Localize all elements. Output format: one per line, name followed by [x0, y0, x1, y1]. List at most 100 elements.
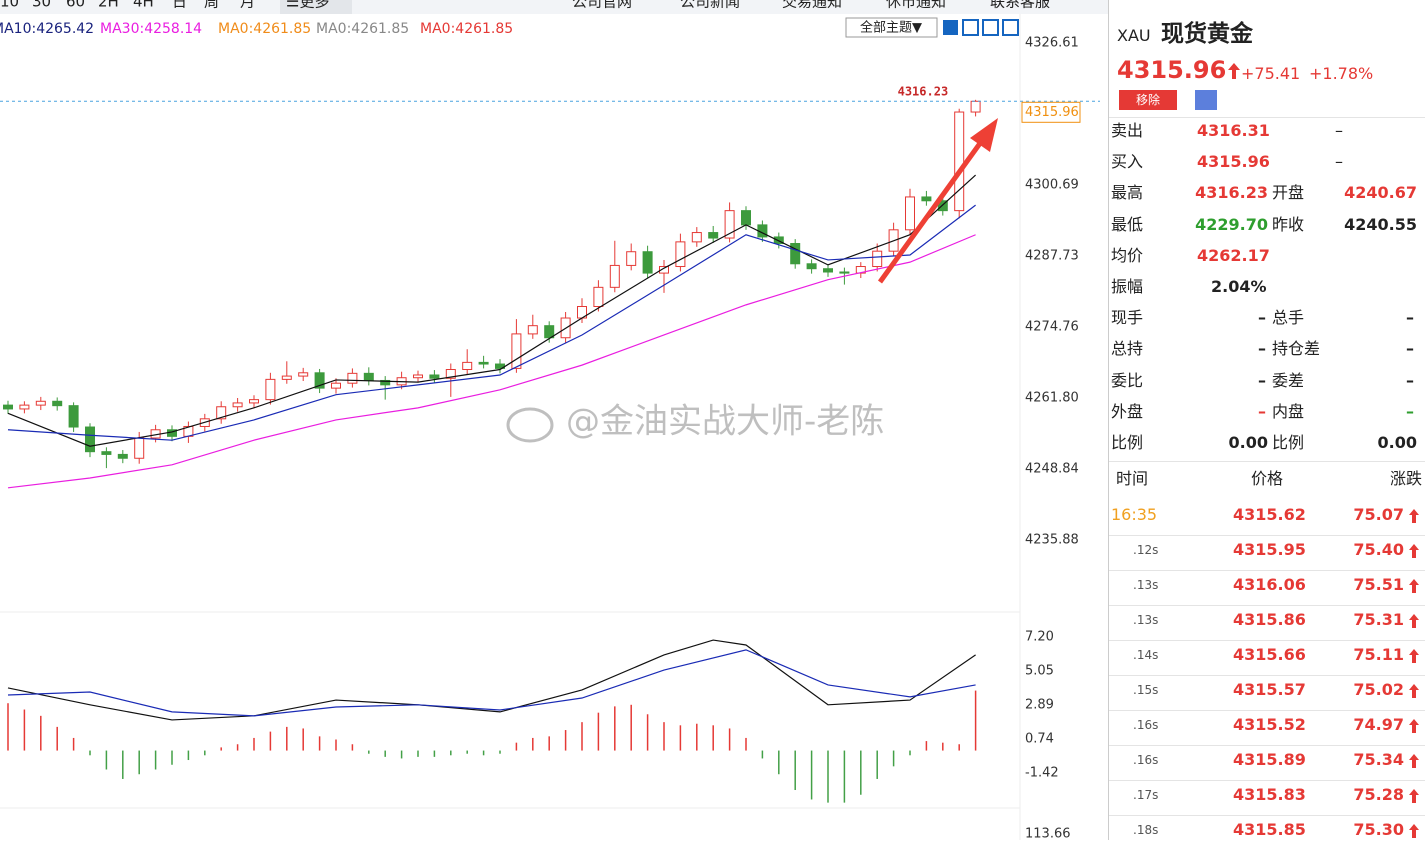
candle-body	[609, 264, 620, 288]
stat-label: 最高	[1111, 183, 1144, 203]
stat-value: –	[1258, 308, 1266, 328]
trade-time: .13s	[1133, 578, 1159, 592]
stat-value: –	[1258, 370, 1266, 390]
trade-time: .17s	[1133, 788, 1159, 802]
candle-body	[134, 437, 145, 459]
period-tab[interactable]: 4H	[133, 0, 154, 11]
trade-change: 75.40	[1353, 540, 1404, 559]
tool-icon[interactable]	[943, 20, 958, 35]
y-tick-label: 4287.73	[1025, 248, 1079, 263]
trade-change: 75.34	[1353, 750, 1404, 769]
macd-bar	[581, 722, 583, 751]
indicator-line	[7, 639, 976, 721]
macd-bar	[515, 742, 518, 751]
candle-body	[35, 400, 46, 406]
separator	[1109, 605, 1425, 606]
ma-legend-item: MA10:4265.42	[0, 21, 94, 37]
macd-bar	[154, 750, 157, 770]
stat-value: 4316.31	[1197, 121, 1270, 140]
tool-icon[interactable]	[982, 19, 999, 36]
period-tab[interactable]: 30	[32, 0, 51, 11]
period-tab[interactable]: 2H	[98, 0, 119, 11]
candle-body	[68, 405, 79, 428]
candle-body	[659, 266, 669, 274]
macd-bar	[7, 703, 9, 751]
candle-body	[347, 372, 358, 384]
candle-body	[380, 379, 391, 386]
toolbar-link[interactable]: 公司新闻	[680, 0, 740, 11]
macd-bar	[318, 736, 321, 751]
macd-bar	[728, 728, 731, 751]
candle-body	[19, 404, 30, 410]
candle-body	[626, 251, 637, 266]
stat-value: –	[1258, 339, 1266, 359]
macd-bar	[843, 750, 846, 803]
stat-value: 4315.96	[1197, 152, 1270, 172]
trade-change: 75.31	[1353, 610, 1404, 629]
candle-body	[249, 399, 259, 404]
separator	[1109, 117, 1425, 118]
y-tick-label: 4261.80	[1025, 390, 1079, 405]
toolbar-bg	[0, 0, 1108, 14]
column-header: 涨跌	[1389, 469, 1422, 488]
toolbar-link[interactable]: 公司官网	[572, 0, 632, 11]
macd-bar	[909, 750, 911, 756]
macd-bar	[351, 744, 354, 751]
candle-body	[839, 271, 850, 274]
stat-label: 均价	[1111, 245, 1144, 265]
annotation-arrow	[877, 133, 989, 284]
stat-label: 内盘	[1272, 401, 1305, 421]
symbol: XAU	[1117, 26, 1151, 45]
period-tab[interactable]: 月	[240, 0, 255, 11]
plot: 4326.61 4300.69 4287.73 4274.76 4261.80 4248.…	[0, 35, 1100, 803]
last-price-label: 4315.96	[1025, 105, 1079, 120]
up-arrow-icon	[1409, 509, 1419, 523]
period-tab[interactable]: 10	[0, 0, 19, 11]
alert-button[interactable]	[1195, 90, 1217, 110]
more-bg	[280, 0, 352, 14]
separator	[1109, 640, 1425, 641]
trade-change: 75.51	[1353, 575, 1404, 594]
macd-bar	[236, 744, 239, 751]
trade-price: 4315.86	[1233, 610, 1306, 629]
stat-value: 4240.67	[1344, 183, 1417, 203]
macd-bar	[810, 750, 813, 800]
macd-bar	[40, 715, 42, 751]
remove-button[interactable]: 移除	[1119, 90, 1177, 110]
period-tab[interactable]: 日	[172, 0, 187, 11]
y-tick-label: 7.20	[1025, 629, 1054, 644]
tool-icon[interactable]	[1002, 19, 1019, 36]
high-marker-label: 4316.23	[898, 84, 949, 98]
tool-icon[interactable]	[962, 19, 979, 36]
trade-time: .18s	[1133, 823, 1159, 837]
stat-label: 最低	[1111, 214, 1144, 234]
macd-bar	[925, 741, 928, 751]
ma-legend: MA10:4265.42 MA30:4258.14 MA0:4261.85 MA0:4…	[0, 21, 513, 37]
macd-bar	[860, 750, 862, 795]
macd-bar	[171, 750, 173, 765]
toolbar-link[interactable]: 休市通知	[886, 0, 946, 11]
theme-button[interactable]: 全部主题▼	[845, 17, 938, 38]
candle-body	[691, 232, 702, 243]
macd-bar	[499, 750, 501, 754]
candle-body	[101, 451, 112, 455]
period-tab[interactable]: 60	[66, 0, 85, 11]
watermark-logo	[506, 407, 554, 443]
y-tick-label: 4326.61	[1025, 35, 1079, 50]
toolbar-link[interactable]: 联系客服	[990, 0, 1050, 11]
stat-label: 比例	[1111, 433, 1144, 452]
macd-bar	[597, 712, 600, 751]
theme-box	[845, 17, 938, 38]
y-tick-label: 4235.88	[1025, 532, 1079, 547]
indicator-line	[7, 234, 976, 489]
stat-value: 0.00	[1377, 433, 1417, 452]
more-tab[interactable]: ☰更多	[286, 0, 329, 11]
trade-time: 16:35	[1111, 505, 1158, 524]
candle-body	[314, 372, 325, 389]
period-tab[interactable]: 周	[204, 0, 219, 11]
candle-body	[905, 196, 915, 231]
stat-value: –	[1258, 401, 1266, 421]
stat-label: 委差	[1272, 370, 1305, 390]
toolbar-link[interactable]: 交易通知	[782, 0, 842, 11]
